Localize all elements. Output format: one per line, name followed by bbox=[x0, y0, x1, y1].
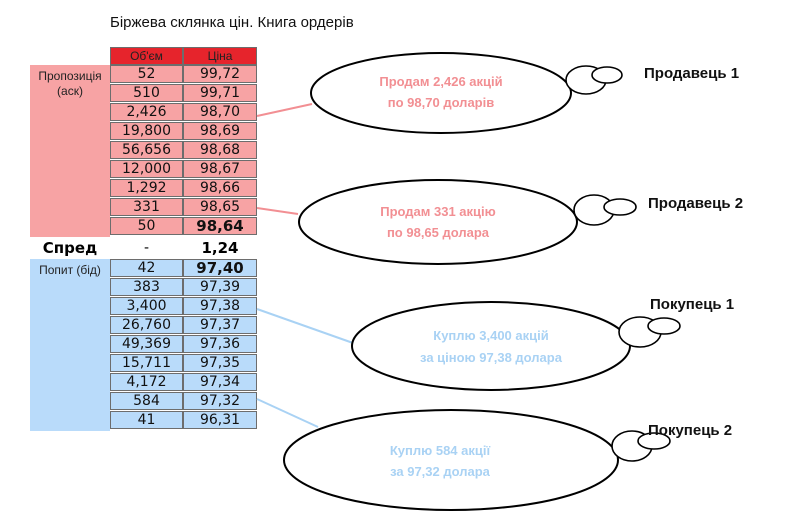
order-row: 15,711 97,35 bbox=[30, 354, 257, 372]
order-row: 1,292 98,66 bbox=[30, 179, 257, 197]
order-price: 98,66 bbox=[183, 179, 257, 197]
order-volume: 12,000 bbox=[110, 160, 183, 178]
order-row: 50 98,64 bbox=[30, 217, 257, 235]
seller1-connector bbox=[256, 103, 313, 117]
order-volume: 2,426 bbox=[110, 103, 183, 121]
order-row: 52 99,72 bbox=[30, 65, 257, 83]
order-price: 98,67 bbox=[183, 160, 257, 178]
seller1-line2: по 98,70 доларів bbox=[388, 95, 494, 110]
order-price: 97,37 bbox=[183, 316, 257, 334]
buyer2-connector bbox=[256, 398, 319, 428]
order-price: 99,71 bbox=[183, 84, 257, 102]
order-volume: 331 bbox=[110, 198, 183, 216]
buyer1-name: Покупець 1 bbox=[650, 296, 735, 313]
ask-side-label: Пропозиція (аск) bbox=[30, 65, 110, 237]
buyer1-bubble: Куплю 3,400 акцій за ціною 97,38 долара bbox=[351, 301, 681, 391]
order-volume: 383 bbox=[110, 278, 183, 296]
order-row: 383 97,39 bbox=[30, 278, 257, 296]
order-row: 56,656 98,68 bbox=[30, 141, 257, 159]
buyer1-connector bbox=[256, 308, 354, 344]
order-volume: 49,369 bbox=[110, 335, 183, 353]
seller1-line1: Продам 2,426 акцій bbox=[379, 74, 502, 89]
order-price: 98,70 bbox=[183, 103, 257, 121]
order-price: 98,65 bbox=[183, 198, 257, 216]
price-header: Ціна bbox=[183, 47, 257, 65]
order-book-header: Об'єм Ціна bbox=[30, 47, 257, 65]
order-volume: 15,711 bbox=[110, 354, 183, 372]
order-volume: 4,172 bbox=[110, 373, 183, 391]
order-row: 41 96,31 bbox=[30, 411, 257, 429]
order-price: 97,36 bbox=[183, 335, 257, 353]
buyer2-line1: Куплю 584 акції bbox=[390, 443, 491, 458]
order-volume: 42 bbox=[110, 259, 183, 277]
order-volume: 41 bbox=[110, 411, 183, 429]
order-volume: 56,656 bbox=[110, 141, 183, 159]
seller1-name: Продавець 1 bbox=[644, 65, 740, 82]
buyer2-line2: за 97,32 долара bbox=[390, 464, 491, 479]
order-volume: 3,400 bbox=[110, 297, 183, 315]
spread-value: 1,24 bbox=[201, 239, 239, 257]
order-price: 97,38 bbox=[183, 297, 257, 315]
order-row: 3,400 97,38 bbox=[30, 297, 257, 315]
page-title: Біржева склянка цін. Книга ордерів bbox=[110, 14, 354, 31]
buyer1-line1: Куплю 3,400 акцій bbox=[433, 328, 548, 343]
order-row: 4,172 97,34 bbox=[30, 373, 257, 391]
order-row: 584 97,32 bbox=[30, 392, 257, 410]
order-price: 97,40 bbox=[183, 259, 257, 277]
order-row: 49,369 97,36 bbox=[30, 335, 257, 353]
seller2-line2: по 98,65 долара bbox=[387, 225, 490, 240]
order-volume: 1,292 bbox=[110, 179, 183, 197]
order-price: 98,68 bbox=[183, 141, 257, 159]
seller2-connector bbox=[256, 207, 299, 215]
seller2-bubble: Продам 331 акцію по 98,65 долара bbox=[298, 179, 637, 265]
order-row: 2,426 98,70 bbox=[30, 103, 257, 121]
seller2-name: Продавець 2 bbox=[648, 195, 744, 212]
order-price: 97,34 bbox=[183, 373, 257, 391]
order-price: 96,31 bbox=[183, 411, 257, 429]
order-volume: 510 bbox=[110, 84, 183, 102]
spread-label: Спред bbox=[42, 239, 98, 257]
order-price: 97,35 bbox=[183, 354, 257, 372]
order-volume: 50 bbox=[110, 217, 183, 235]
spread-row: Спред - 1,24 bbox=[30, 237, 257, 259]
order-volume: 19,800 bbox=[110, 122, 183, 140]
order-price: 97,39 bbox=[183, 278, 257, 296]
buyer2-name: Покупець 2 bbox=[648, 422, 733, 439]
volume-header: Об'єм bbox=[110, 47, 183, 65]
order-row: 510 99,71 bbox=[30, 84, 257, 102]
bid-side-label: Попит (бід) bbox=[30, 259, 110, 431]
order-price: 99,72 bbox=[183, 65, 257, 83]
order-row: 331 98,65 bbox=[30, 198, 257, 216]
seller1-bubble: Продам 2,426 акцій по 98,70 доларів bbox=[310, 52, 623, 134]
order-price: 98,64 bbox=[183, 217, 257, 235]
order-row: 42 97,40 bbox=[30, 259, 257, 277]
order-volume: 26,760 bbox=[110, 316, 183, 334]
order-row: 26,760 97,37 bbox=[30, 316, 257, 334]
order-price: 97,32 bbox=[183, 392, 257, 410]
spread-volume: - bbox=[143, 240, 150, 256]
buyer1-line2: за ціною 97,38 долара bbox=[420, 350, 563, 365]
order-volume: 52 bbox=[110, 65, 183, 83]
order-row: 19,800 98,69 bbox=[30, 122, 257, 140]
order-volume: 584 bbox=[110, 392, 183, 410]
order-row: 12,000 98,67 bbox=[30, 160, 257, 178]
order-price: 98,69 bbox=[183, 122, 257, 140]
seller2-line1: Продам 331 акцію bbox=[380, 204, 496, 219]
buyer2-bubble: Куплю 584 акції за 97,32 долара bbox=[283, 409, 671, 511]
